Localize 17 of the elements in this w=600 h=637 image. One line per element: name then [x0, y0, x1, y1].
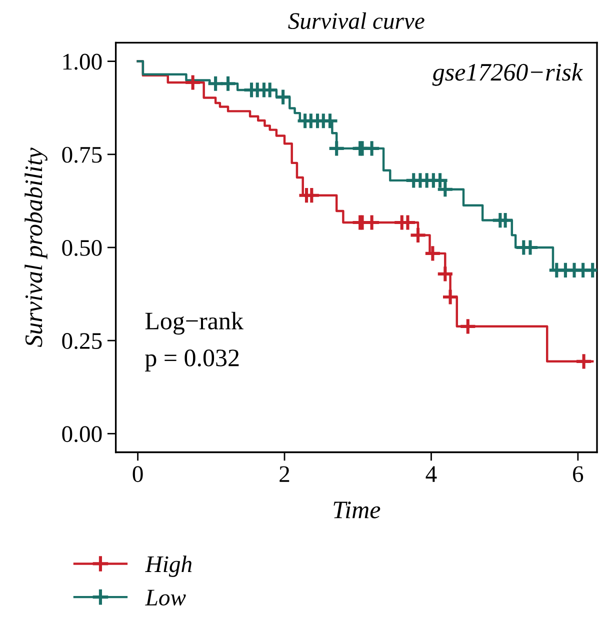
legend-label: High	[145, 556, 192, 577]
x-axis-title: Time	[334, 502, 380, 518]
annotation: Log−rank	[145, 312, 244, 335]
annotation: gse17260−risk	[432, 63, 583, 86]
x-tick-label: 4	[426, 466, 437, 482]
y-tick-label: 0.75	[62, 146, 102, 163]
x-tick-label: 6	[573, 466, 584, 482]
y-tick-label: 0.25	[62, 333, 102, 350]
x-tick-label: 2	[280, 466, 290, 482]
y-tick-label: 0.00	[62, 426, 102, 442]
y-tick-label: 0.50	[62, 240, 102, 256]
chart-title: Survival curve	[288, 12, 424, 30]
legend-label: Low	[145, 590, 186, 606]
annotation: p = 0.032	[145, 350, 239, 372]
y-tick-label: 1.00	[63, 54, 102, 70]
x-tick-label: 0	[132, 466, 143, 482]
y-axis-title: Survival probability	[24, 148, 48, 348]
